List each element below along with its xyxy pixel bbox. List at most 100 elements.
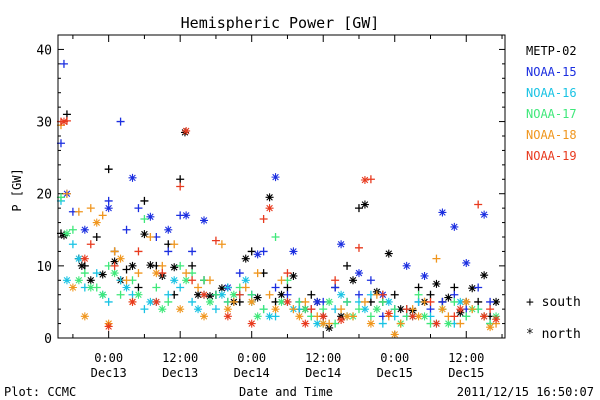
point-noaa-15-south bbox=[122, 225, 131, 234]
point-noaa-15-north bbox=[253, 250, 262, 259]
point-noaa-15-north bbox=[128, 173, 137, 182]
point-metp-02-north bbox=[432, 279, 441, 288]
point-noaa-18-south bbox=[265, 290, 274, 299]
point-noaa-18-north bbox=[80, 312, 89, 321]
point-noaa-18-north bbox=[271, 305, 280, 314]
point-metp-02-north bbox=[217, 284, 226, 293]
point-metp-02-south bbox=[307, 290, 316, 299]
x-tick-date-label: Dec14 bbox=[305, 366, 341, 380]
point-noaa-15-north bbox=[337, 240, 346, 249]
point-noaa-17-north bbox=[301, 305, 310, 314]
x-tick-date-label: Dec14 bbox=[234, 366, 270, 380]
point-noaa-17-south bbox=[354, 305, 363, 314]
point-noaa-19-south bbox=[307, 305, 316, 314]
point-noaa-17-north bbox=[325, 297, 334, 306]
point-noaa-15-south bbox=[366, 276, 375, 285]
point-noaa-15-south bbox=[438, 297, 447, 306]
point-noaa-19-south bbox=[86, 240, 95, 249]
point-noaa-19-north bbox=[182, 126, 191, 135]
point-noaa-17-north bbox=[420, 312, 429, 321]
point-noaa-18-north bbox=[223, 305, 232, 314]
chart-title: Hemispheric Power [GW] bbox=[181, 14, 380, 32]
point-noaa-16-south bbox=[140, 305, 149, 314]
point-noaa-17-south bbox=[176, 261, 185, 270]
point-noaa-15-south bbox=[486, 297, 495, 306]
y-axis-label: P [GW] bbox=[10, 168, 24, 211]
point-noaa-16-south bbox=[164, 290, 173, 299]
point-noaa-15-north bbox=[450, 222, 459, 231]
point-noaa-17-south bbox=[80, 269, 89, 278]
point-noaa-19-north bbox=[200, 290, 209, 299]
point-noaa-19-north bbox=[247, 319, 256, 328]
point-metp-02-north bbox=[140, 230, 149, 239]
point-noaa-18-south bbox=[337, 305, 346, 314]
legend-entry-noaa-17: NOAA-17 bbox=[526, 107, 577, 121]
point-noaa-16-south bbox=[104, 297, 113, 306]
point-noaa-16-north bbox=[122, 283, 131, 292]
point-noaa-18-south bbox=[86, 204, 95, 213]
point-noaa-19-north bbox=[456, 305, 465, 314]
point-noaa-19-north bbox=[152, 297, 161, 306]
point-noaa-17-south bbox=[462, 312, 471, 321]
point-noaa-15-south bbox=[134, 204, 143, 213]
plot-frame bbox=[57, 34, 506, 339]
point-noaa-19-south bbox=[283, 269, 292, 278]
point-noaa-19-south bbox=[259, 214, 268, 223]
point-metp-02-south bbox=[247, 247, 256, 256]
point-noaa-19-north bbox=[265, 204, 274, 213]
point-metp-02-north bbox=[253, 293, 262, 302]
point-noaa-18-south bbox=[253, 269, 262, 278]
point-metp-02-north bbox=[110, 257, 119, 266]
point-noaa-18-south bbox=[182, 269, 191, 278]
point-noaa-17-north bbox=[229, 290, 238, 299]
point-metp-02-south bbox=[354, 204, 363, 213]
y-tick-label: 20 bbox=[36, 188, 52, 203]
point-noaa-18-south bbox=[194, 283, 203, 292]
point-noaa-19-north bbox=[283, 297, 292, 306]
point-metp-02-south bbox=[426, 290, 435, 299]
point-noaa-17-north bbox=[74, 276, 83, 285]
point-metp-02-north bbox=[59, 231, 68, 240]
point-noaa-17-south bbox=[366, 312, 375, 321]
point-noaa-19-south bbox=[402, 305, 411, 314]
x-axis-label: Date and Time bbox=[239, 385, 333, 399]
point-noaa-18-south bbox=[146, 233, 155, 241]
point-metp-02-north bbox=[170, 263, 179, 272]
point-noaa-15-north bbox=[104, 204, 113, 213]
point-metp-02-north bbox=[146, 261, 155, 270]
point-metp-02-north bbox=[194, 290, 203, 299]
point-noaa-19-south bbox=[378, 290, 387, 299]
point-metp-02-south bbox=[122, 265, 131, 274]
point-noaa-18-north bbox=[247, 297, 256, 306]
legend-entry-noaa-18: NOAA-18 bbox=[526, 128, 577, 142]
point-noaa-16-north bbox=[146, 297, 155, 306]
point-metp-02-north bbox=[325, 323, 334, 332]
y-tick-label: 0 bbox=[44, 332, 52, 347]
point-noaa-17-south bbox=[211, 290, 220, 299]
plot-timestamp: 2011/12/15 16:50:07 bbox=[457, 385, 594, 399]
point-noaa-18-north bbox=[486, 323, 495, 332]
point-noaa-17-south bbox=[378, 297, 387, 306]
point-noaa-15-north bbox=[462, 258, 471, 267]
point-noaa-17-south bbox=[152, 283, 161, 292]
point-noaa-15-north bbox=[313, 297, 322, 306]
point-metp-02-south bbox=[92, 233, 101, 241]
point-noaa-15-north bbox=[146, 212, 155, 221]
point-noaa-17-north bbox=[277, 297, 286, 306]
point-noaa-19-south bbox=[486, 305, 495, 314]
point-noaa-18-south bbox=[277, 276, 286, 285]
point-noaa-19-north bbox=[480, 312, 489, 321]
point-noaa-18-north bbox=[68, 283, 77, 292]
point-noaa-17-south bbox=[140, 214, 149, 223]
y-tick-label: 10 bbox=[36, 260, 52, 275]
point-noaa-16-north bbox=[384, 297, 393, 306]
point-noaa-19-north bbox=[384, 309, 393, 318]
point-metp-02-south bbox=[474, 297, 483, 306]
point-noaa-19-north bbox=[360, 176, 369, 185]
point-noaa-15-south bbox=[271, 283, 280, 292]
point-noaa-15-south bbox=[450, 290, 459, 299]
point-noaa-17-north bbox=[182, 276, 191, 285]
point-noaa-17-south bbox=[271, 233, 280, 241]
point-noaa-18-north bbox=[390, 330, 399, 339]
